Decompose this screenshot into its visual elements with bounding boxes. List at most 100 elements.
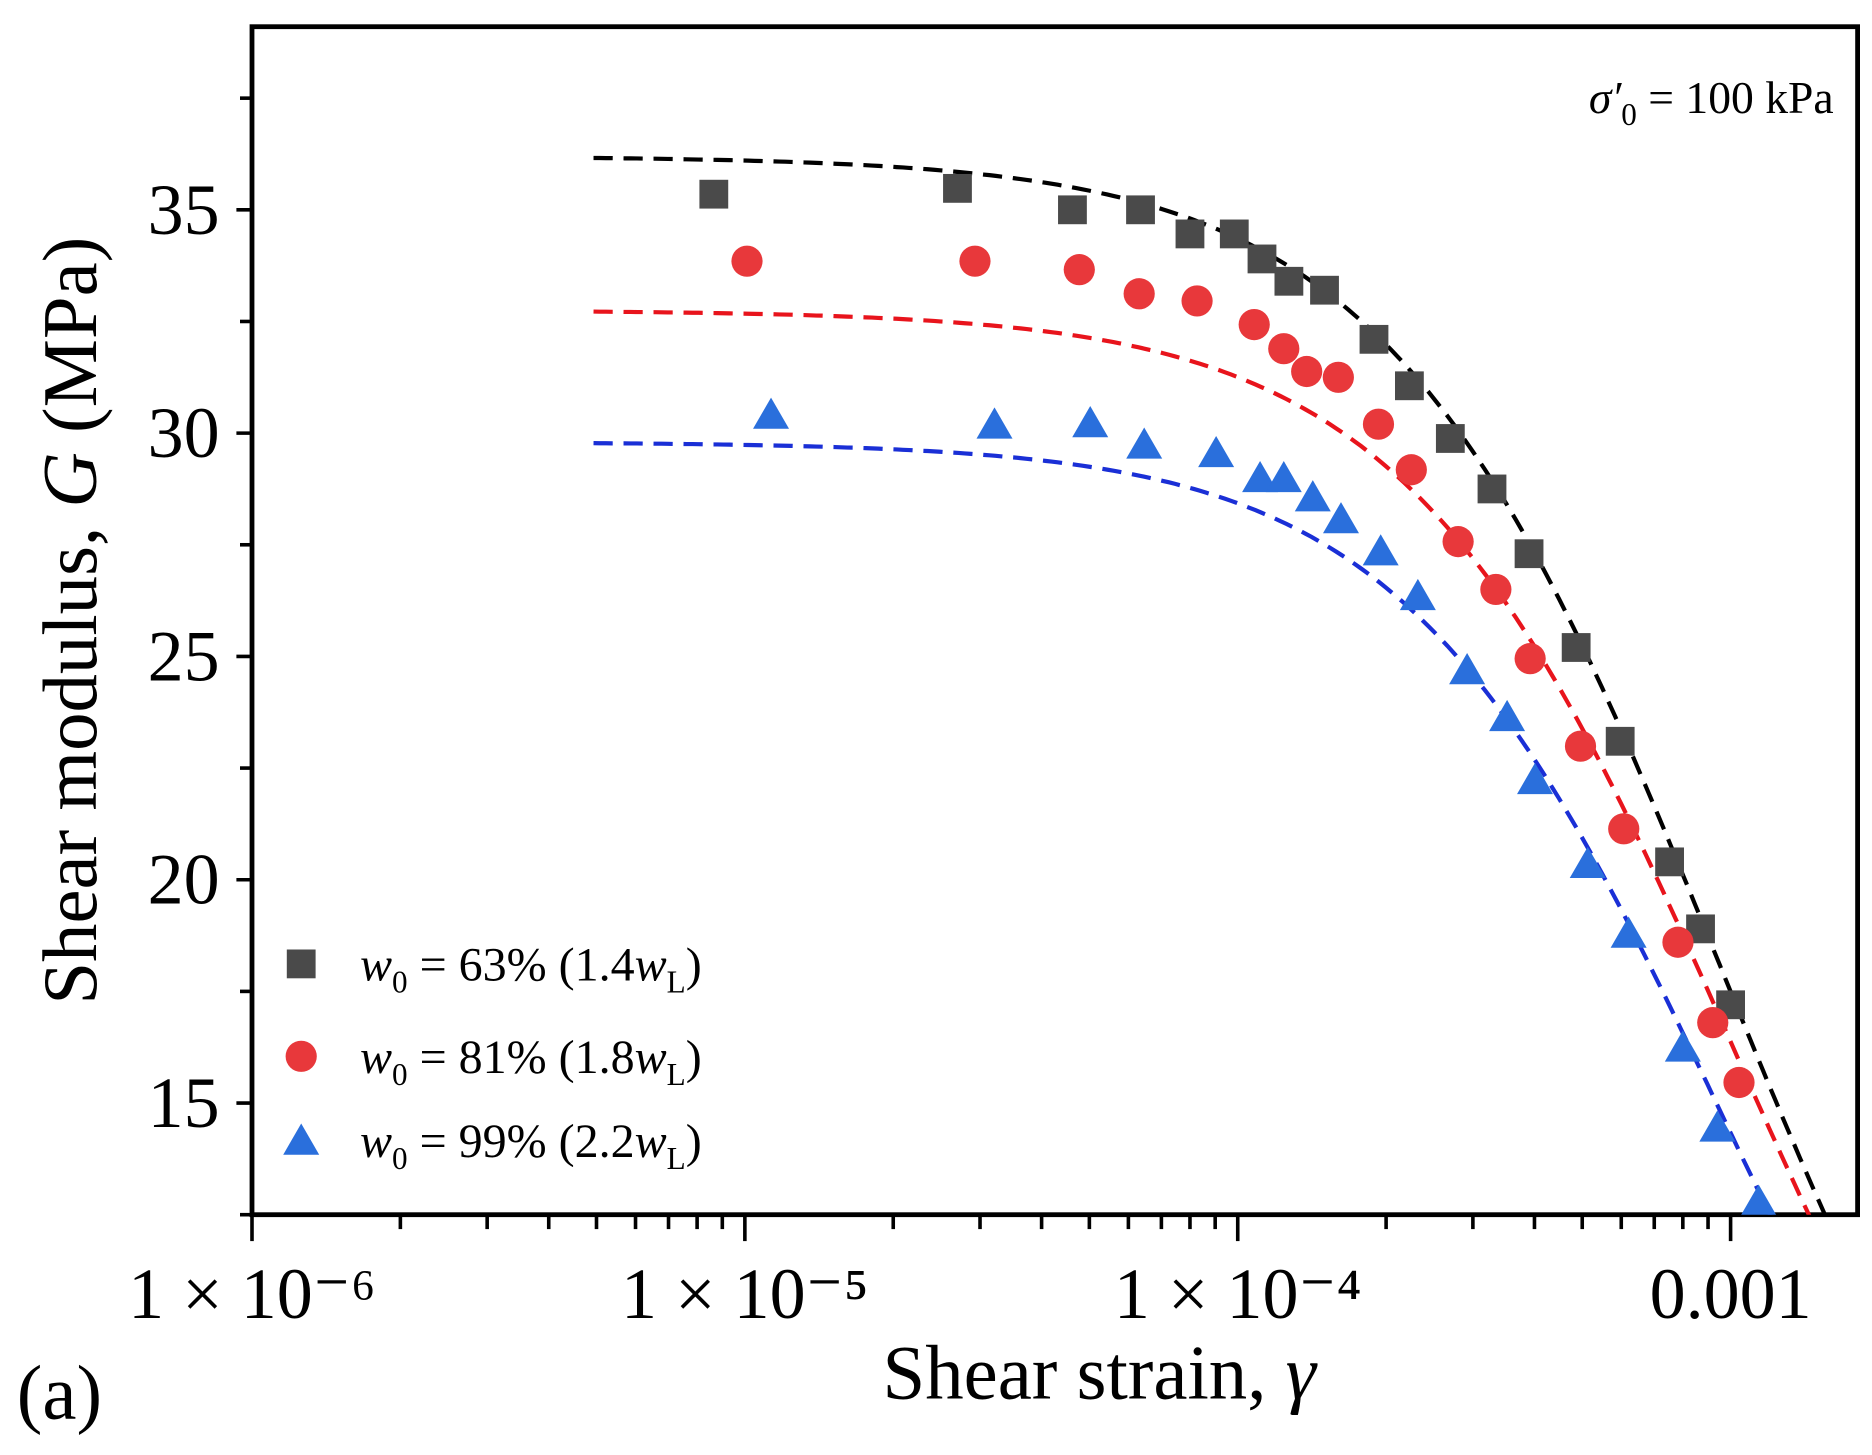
triangle-data-point bbox=[753, 397, 790, 429]
circle-data-point bbox=[1697, 1007, 1729, 1039]
y-tick-label: 15 bbox=[148, 1063, 220, 1143]
annotation-symbol: σ′ bbox=[1589, 72, 1622, 123]
triangle-data-point bbox=[1489, 699, 1526, 732]
circle-data-point bbox=[1123, 278, 1155, 310]
x-axis-label-text: Shear strain, bbox=[883, 1330, 1286, 1415]
legend-circle-icon bbox=[285, 1040, 317, 1072]
legend-entry-2: w0 = 81% (1.8wL) bbox=[360, 1031, 702, 1092]
square-data-point bbox=[1395, 371, 1424, 401]
y-tick-label: 25 bbox=[148, 616, 220, 696]
square-data-point bbox=[1514, 539, 1544, 569]
triangle-data-point bbox=[1610, 916, 1647, 948]
square-data-point bbox=[1126, 195, 1155, 225]
legend-part: L bbox=[667, 1057, 686, 1092]
legend-part: w bbox=[360, 1115, 392, 1168]
fit-curve-1 bbox=[593, 155, 1828, 1215]
square-data-point bbox=[1175, 219, 1205, 249]
legend-triangle-icon bbox=[283, 1123, 320, 1155]
square-data-point bbox=[699, 179, 729, 209]
circle-data-point bbox=[1362, 408, 1395, 440]
square-data-point bbox=[1435, 424, 1465, 453]
square-data-point bbox=[1477, 474, 1507, 504]
circle-data-point bbox=[1291, 355, 1323, 388]
circle-data-point bbox=[1238, 308, 1270, 341]
y-tick-label: 35 bbox=[148, 170, 220, 250]
y-axis-label-var: G bbox=[28, 452, 113, 507]
circle-data-point bbox=[1395, 454, 1427, 486]
x-axis-label: Shear strain, γ bbox=[883, 1330, 1318, 1415]
y-axis-label-unit: (MPa) bbox=[28, 237, 113, 452]
legend-part: L bbox=[667, 965, 686, 1000]
square-data-point bbox=[1605, 726, 1635, 756]
triangle-data-point bbox=[1699, 1110, 1736, 1142]
triangle-data-point bbox=[1664, 1030, 1701, 1062]
legend-part: w bbox=[635, 1115, 667, 1168]
triangle-data-point bbox=[1449, 653, 1486, 685]
legend-part: 0 bbox=[392, 965, 408, 1000]
circle-data-point bbox=[731, 245, 763, 277]
square-data-point bbox=[1274, 266, 1304, 296]
circle-data-point bbox=[1181, 285, 1213, 317]
x-tick-label: 1 × 10⁻⁴ bbox=[1114, 1254, 1362, 1334]
square-data-point bbox=[1359, 324, 1389, 354]
triangle-data-point bbox=[1399, 578, 1436, 611]
triangle-data-point bbox=[1126, 427, 1163, 459]
x-axis-label-var: γ bbox=[1286, 1330, 1318, 1415]
legend-part: ) bbox=[686, 939, 702, 992]
legend-part: w bbox=[635, 1031, 667, 1084]
x-tick-label: 1 × 10⁻⁵ bbox=[621, 1254, 869, 1334]
legend-part: 0 bbox=[392, 1141, 408, 1176]
triangle-data-point bbox=[1741, 1184, 1777, 1215]
circle-data-point bbox=[1514, 643, 1546, 675]
circle-data-point bbox=[1723, 1066, 1755, 1099]
data-points bbox=[699, 173, 1777, 1215]
fit-curve-2 bbox=[593, 309, 1812, 1215]
legend-part: = 99% (2.2 bbox=[408, 1115, 635, 1168]
square-data-point bbox=[1561, 633, 1591, 662]
square-data-point bbox=[1219, 219, 1249, 249]
triangle-data-point bbox=[1242, 460, 1279, 493]
condition-annotation: σ′0 = 100 kPa bbox=[1589, 72, 1834, 132]
y-tick-label: 20 bbox=[148, 840, 220, 920]
circle-data-point bbox=[1268, 333, 1300, 365]
legend-square-icon bbox=[286, 949, 316, 979]
fit-curve-3 bbox=[593, 441, 1773, 1215]
y-axis-label-text: Shear modulus, bbox=[28, 508, 113, 1005]
legend-part: = 63% (1.4 bbox=[408, 939, 635, 992]
square-data-point bbox=[1310, 275, 1339, 305]
annotation-text: = 100 kPa bbox=[1637, 72, 1834, 123]
circle-data-point bbox=[1063, 254, 1095, 286]
y-tick-label: 30 bbox=[148, 393, 220, 473]
legend-part: w bbox=[360, 1031, 392, 1084]
legend-part: ) bbox=[686, 1115, 702, 1168]
triangle-data-point bbox=[1517, 762, 1554, 795]
circle-data-point bbox=[959, 245, 991, 277]
panel-label: (a) bbox=[17, 1351, 102, 1436]
x-tick-label: 0.001 bbox=[1650, 1254, 1812, 1334]
circle-data-point bbox=[1608, 813, 1640, 845]
legend-entry-3: w0 = 99% (2.2wL) bbox=[360, 1115, 702, 1176]
triangle-data-point bbox=[1265, 460, 1302, 493]
legend-part: w bbox=[635, 939, 667, 992]
triangle-data-point bbox=[1294, 480, 1331, 512]
y-axis-ticks: 15 20 25 30 35 bbox=[148, 96, 252, 1217]
triangle-data-point bbox=[1569, 846, 1606, 879]
triangle-data-point bbox=[1072, 406, 1109, 438]
legend-part: ) bbox=[686, 1031, 702, 1084]
square-data-point bbox=[1655, 847, 1684, 877]
legend-part: 0 bbox=[392, 1057, 408, 1092]
triangle-data-point bbox=[1198, 435, 1235, 468]
triangle-data-point bbox=[1362, 534, 1399, 566]
circle-data-point bbox=[1480, 573, 1512, 606]
plot-frame bbox=[249, 24, 1860, 1218]
triangle-data-point bbox=[976, 407, 1013, 439]
x-tick-label: 1 × 10⁻⁶ bbox=[128, 1254, 376, 1334]
circle-data-point bbox=[1442, 526, 1474, 558]
legend-part: w bbox=[360, 939, 392, 992]
legend-entry-1: w0 = 63% (1.4wL) bbox=[360, 939, 702, 1000]
circle-data-point bbox=[1564, 730, 1597, 762]
fit-curves bbox=[593, 155, 1828, 1215]
x-axis-ticks: 1 × 10⁻⁶ 1 × 10⁻⁵ 1 × 10⁻⁴ 0.001 bbox=[128, 1214, 1812, 1334]
legend-part: L bbox=[667, 1141, 686, 1176]
